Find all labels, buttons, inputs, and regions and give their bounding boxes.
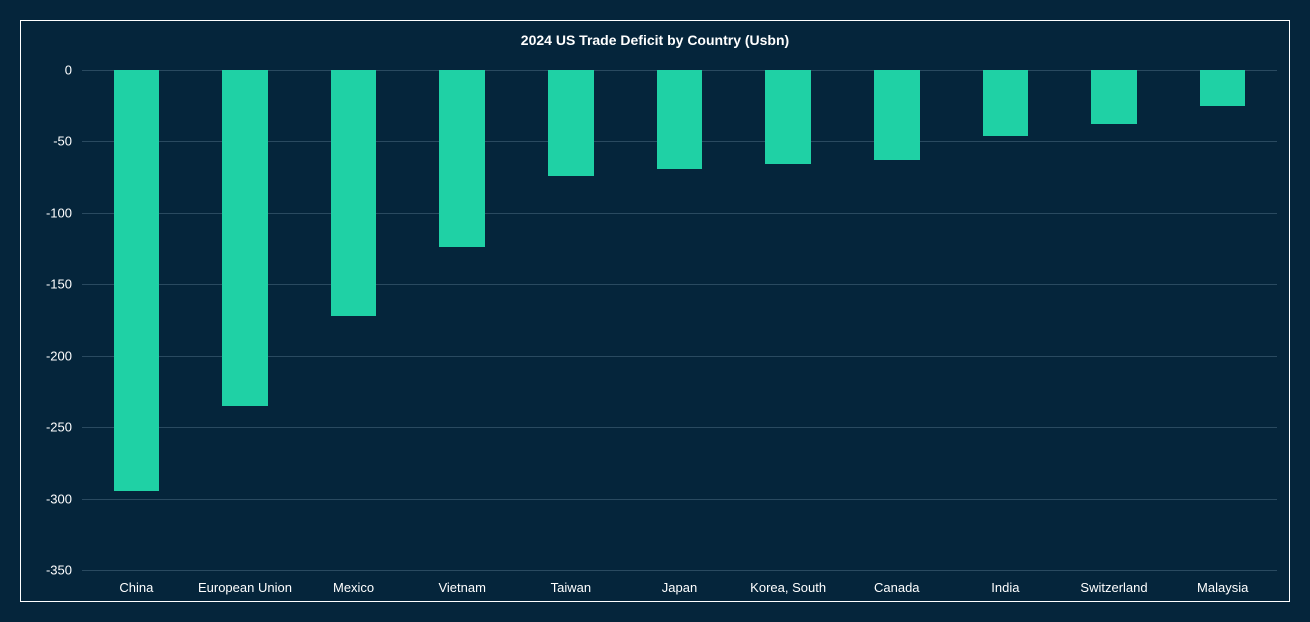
bar [222,70,268,406]
bar [548,70,594,176]
x-tick-label: Taiwan [551,580,591,595]
x-tick-label: Korea, South [750,580,826,595]
y-tick-label: -100 [22,205,72,220]
y-tick-label: -50 [22,134,72,149]
bar [657,70,703,169]
chart-title: 2024 US Trade Deficit by Country (Usbn) [20,32,1290,48]
y-tick-label: 0 [22,63,72,78]
gridline [82,570,1277,571]
x-tick-label: India [991,580,1019,595]
bar [983,70,1029,136]
bar [1200,70,1246,106]
gridline [82,427,1277,428]
bar [439,70,485,247]
y-tick-label: -350 [22,563,72,578]
x-tick-label: Canada [874,580,920,595]
bar [1091,70,1137,124]
x-tick-label: Mexico [333,580,374,595]
bar [765,70,811,164]
x-tick-label: European Union [198,580,292,595]
y-tick-label: -300 [22,491,72,506]
chart-canvas: 2024 US Trade Deficit by Country (Usbn) … [0,0,1310,622]
x-tick-label: Switzerland [1080,580,1147,595]
y-tick-label: -250 [22,420,72,435]
x-tick-label: Japan [662,580,697,595]
x-tick-label: China [119,580,153,595]
x-tick-label: Malaysia [1197,580,1248,595]
bar [331,70,377,316]
bar [874,70,920,160]
x-tick-label: Vietnam [438,580,485,595]
y-tick-label: -150 [22,277,72,292]
y-tick-label: -200 [22,348,72,363]
gridline [82,499,1277,500]
bar [114,70,160,491]
plot-area [82,70,1277,570]
